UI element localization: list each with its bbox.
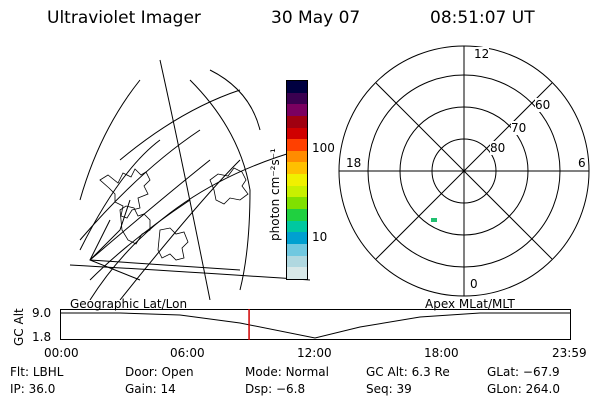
colorbar-swatch (287, 92, 307, 105)
status-seq: Seq: 39 (366, 382, 412, 396)
status-gcalt: GC Alt: 6.3 Re (366, 365, 450, 379)
colorbar-swatch (287, 267, 307, 279)
colorbar-swatch (287, 185, 307, 198)
time-tick-1800: 18:00 (424, 346, 459, 360)
status-ip: IP: 36.0 (10, 382, 56, 396)
colorbar-swatch (287, 197, 307, 210)
color-bar (286, 80, 308, 280)
status-glon: GLon: 264.0 (487, 382, 560, 396)
time-tick-0000: 00:00 (44, 346, 79, 360)
aurora-marker (431, 218, 437, 222)
mlt-label-0: 0 (470, 277, 478, 291)
time-label: 08:51:07 UT (430, 8, 535, 28)
date-label: 30 May 07 (271, 8, 361, 28)
mlt-label-18: 18 (346, 156, 362, 170)
colorbar-swatch (287, 127, 307, 140)
geographic-map (69, 59, 310, 300)
colorbar-swatch (287, 115, 307, 128)
colorbar-swatch (287, 232, 307, 244)
status-dsp: Dsp: −6.8 (245, 382, 306, 396)
colorbar-swatch (287, 174, 307, 186)
time-tick-2359: 23:59 (552, 346, 587, 360)
colorbar-swatch (287, 139, 307, 151)
status-glat: GLat: −67.9 (487, 365, 560, 379)
colorbar-swatch (287, 243, 307, 256)
altitude-ytick-low: 1.8 (32, 330, 52, 344)
instrument-title: Ultraviolet Imager (47, 8, 201, 28)
polar-plot (338, 45, 590, 297)
colorbar-swatch (287, 150, 307, 163)
colorbar-swatch (287, 255, 307, 268)
polar-caption: Apex MLat/MLT (425, 297, 515, 311)
altitude-ylabel: GC Alt (12, 308, 26, 346)
status-door: Door: Open (125, 365, 194, 379)
colorbar-swatch (287, 104, 307, 116)
mlt-label-12: 12 (474, 47, 490, 61)
mlat-label-80: 80 (490, 141, 506, 155)
altitude-ytick-high: 9.0 (32, 306, 52, 320)
colorbar-swatch (287, 209, 307, 221)
mlat-label-60: 60 (535, 98, 551, 112)
time-tick-0600: 06:00 (170, 346, 205, 360)
colorbar-tick-10: 10 (312, 230, 328, 244)
colorbar-swatch (287, 220, 307, 233)
status-flt: Flt: LBHL (10, 365, 64, 379)
time-tick-1200: 12:00 (297, 346, 332, 360)
colorbar-tick-100: 100 (312, 141, 335, 155)
geo-map-caption: Geographic Lat/Lon (70, 297, 188, 311)
colorbar-unit-label: photon cm⁻²s⁻¹ (268, 148, 282, 241)
colorbar-swatch (287, 162, 307, 175)
colorbar-swatch (287, 81, 307, 93)
mlat-label-70: 70 (511, 121, 527, 135)
altitude-plot (60, 309, 571, 340)
mlt-label-6: 6 (578, 156, 586, 170)
status-gain: Gain: 14 (125, 382, 176, 396)
status-mode: Mode: Normal (245, 365, 329, 379)
